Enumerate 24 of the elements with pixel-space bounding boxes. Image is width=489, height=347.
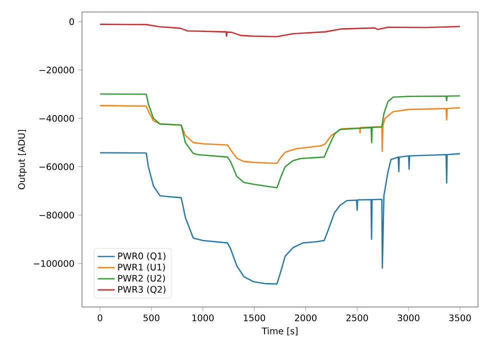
x-tick-label: 2500 <box>346 314 368 322</box>
y-tick-label: −100000 <box>34 260 74 267</box>
y-axis-title: Output [ADU] <box>18 130 27 190</box>
legend-label: PWR0 (Q1) <box>118 252 166 260</box>
line-series <box>99 104 461 164</box>
legend-label: PWR3 (Q2) <box>118 286 166 294</box>
y-tick-label: −40000 <box>39 115 74 122</box>
x-tick-label: 2000 <box>294 314 317 322</box>
x-tick-label: 500 <box>144 314 160 322</box>
x-axis-title: Time [s] <box>262 327 298 336</box>
line-series <box>99 24 461 38</box>
y-tick-label: −60000 <box>39 163 74 170</box>
line-series <box>99 152 461 285</box>
y-tick-label: −80000 <box>39 212 74 219</box>
x-tick-label: 1000 <box>192 314 214 322</box>
x-tick-label: 3500 <box>449 314 471 322</box>
x-tick-label: 0 <box>98 314 102 322</box>
y-tick-label: 0 <box>69 18 74 26</box>
x-tick-label: 3000 <box>398 314 420 322</box>
legend-label: PWR1 (U1) <box>118 264 165 272</box>
y-tick-label: −20000 <box>39 66 74 74</box>
legend-label: PWR2 (U2) <box>118 274 165 283</box>
line-series <box>99 93 461 188</box>
x-tick-label: 1500 <box>244 314 266 322</box>
